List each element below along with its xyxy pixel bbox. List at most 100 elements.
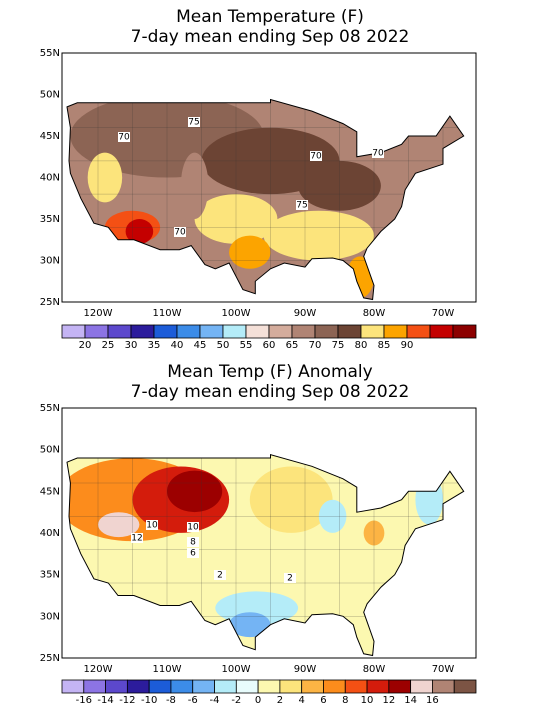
lat-label: 45N xyxy=(40,131,60,142)
colorbar-label: -16 xyxy=(76,695,92,706)
colorbar-label: 55 xyxy=(240,340,253,351)
country-border xyxy=(66,454,465,657)
contour-label: 70 xyxy=(310,152,322,162)
colorbar-box xyxy=(268,324,293,339)
colorbar-box xyxy=(453,679,477,694)
colorbar-label: 85 xyxy=(378,340,391,351)
contour-label: 70 xyxy=(174,228,186,238)
lat-label: 40N xyxy=(40,528,60,539)
colorbar-label: 6 xyxy=(320,695,326,706)
lon-label: 120W xyxy=(84,664,113,675)
region-fill xyxy=(229,612,271,638)
colorbar-box xyxy=(61,679,85,694)
contour-label-bg xyxy=(118,132,130,142)
colorbar-label: 0 xyxy=(255,695,261,706)
colorbar-label: 60 xyxy=(263,340,276,351)
colorbar-label: 80 xyxy=(355,340,368,351)
region-fill xyxy=(229,235,271,269)
contour-label: 8 xyxy=(190,538,196,548)
colorbar-box xyxy=(245,324,270,339)
colorbar-box xyxy=(170,679,194,694)
lon-label: 120W xyxy=(84,308,113,319)
lat-label: 25N xyxy=(40,653,60,664)
lat-label: 50N xyxy=(40,90,60,101)
colorbar-label: 25 xyxy=(102,340,115,351)
contour-label-bg xyxy=(214,570,226,580)
colorbar-box xyxy=(107,324,132,339)
colorbar-box xyxy=(429,324,454,339)
colorbar-box xyxy=(432,679,455,694)
lon-label: 90W xyxy=(294,308,317,319)
colorbar-box xyxy=(323,679,346,694)
colorbar-label: 65 xyxy=(286,340,299,351)
colorbar-label: -2 xyxy=(231,695,241,706)
colorbar-label: 10 xyxy=(361,695,374,706)
lon-label: 100W xyxy=(222,308,251,319)
colorbar-label: 2 xyxy=(277,695,283,706)
colorbar-label: 35 xyxy=(148,340,161,351)
contour-label-bg xyxy=(187,522,199,532)
colorbar-label: -10 xyxy=(141,695,157,706)
lon-label: 70W xyxy=(432,664,455,675)
contour-label: 12 xyxy=(131,534,142,544)
contour-label-bg xyxy=(284,573,296,583)
contour-label-bg xyxy=(174,227,186,237)
colorbar-label: 70 xyxy=(309,340,322,351)
contour-label-bg xyxy=(146,520,158,530)
colorbar-label: 4 xyxy=(298,695,304,706)
lat-label: 40N xyxy=(40,173,60,184)
colorbar-label: 90 xyxy=(401,340,414,351)
colorbar-box xyxy=(130,324,155,339)
colorbar-box xyxy=(366,679,390,694)
colorbar-box xyxy=(383,324,408,339)
contour-label: 2 xyxy=(287,574,293,584)
colorbar-box xyxy=(279,679,303,694)
region-fill xyxy=(263,210,374,261)
colorbar-box xyxy=(388,679,412,694)
colorbar-label: -4 xyxy=(210,695,220,706)
colorbar-box xyxy=(222,324,247,339)
region-fill xyxy=(87,152,123,203)
colorbar-box xyxy=(126,679,150,694)
region-fill xyxy=(180,152,209,219)
contour-label-bg xyxy=(187,537,199,547)
lat-label: 30N xyxy=(40,256,60,267)
colorbar-label: 14 xyxy=(404,695,417,706)
map-title: Mean Temperature (F) xyxy=(176,7,364,27)
colorbar-box xyxy=(410,679,433,694)
colorbar-box xyxy=(105,679,128,694)
colorbar-box xyxy=(192,679,215,694)
contour-label-bg xyxy=(310,151,322,161)
contour-label: 75 xyxy=(188,118,199,128)
colorbar-label: 30 xyxy=(125,340,138,351)
region-fill xyxy=(98,512,140,538)
lat-label: 55N xyxy=(40,403,60,414)
lat-label: 25N xyxy=(40,297,60,308)
lon-label: 90W xyxy=(294,664,317,675)
colorbar-box xyxy=(61,324,86,339)
lon-label: 80W xyxy=(363,664,386,675)
lat-label: 35N xyxy=(40,214,60,225)
colorbar-box xyxy=(337,324,362,339)
contour-label-bg xyxy=(188,117,200,127)
colorbar-box xyxy=(235,679,259,694)
colorbar-label: 12 xyxy=(382,695,395,706)
colorbar-box xyxy=(360,324,385,339)
region-fill xyxy=(167,470,223,513)
lon-label: 80W xyxy=(363,308,386,319)
contour-label-bg xyxy=(296,200,308,210)
contour-label-bg xyxy=(131,533,143,543)
lon-label: 70W xyxy=(432,308,455,319)
colorbar-box xyxy=(148,679,172,694)
colorbar-box xyxy=(84,324,109,339)
colorbar-label: 40 xyxy=(171,340,184,351)
colorbar-box xyxy=(301,679,324,694)
colorbar-box xyxy=(406,324,431,339)
lat-label: 35N xyxy=(40,570,60,581)
lon-label: 110W xyxy=(153,308,182,319)
map-subtitle: 7-day mean ending Sep 08 2022 xyxy=(131,27,410,47)
colorbar-label: -14 xyxy=(97,695,113,706)
colorbar-label: 75 xyxy=(332,340,345,351)
map-title: Mean Temp (F) Anomaly xyxy=(167,362,372,382)
